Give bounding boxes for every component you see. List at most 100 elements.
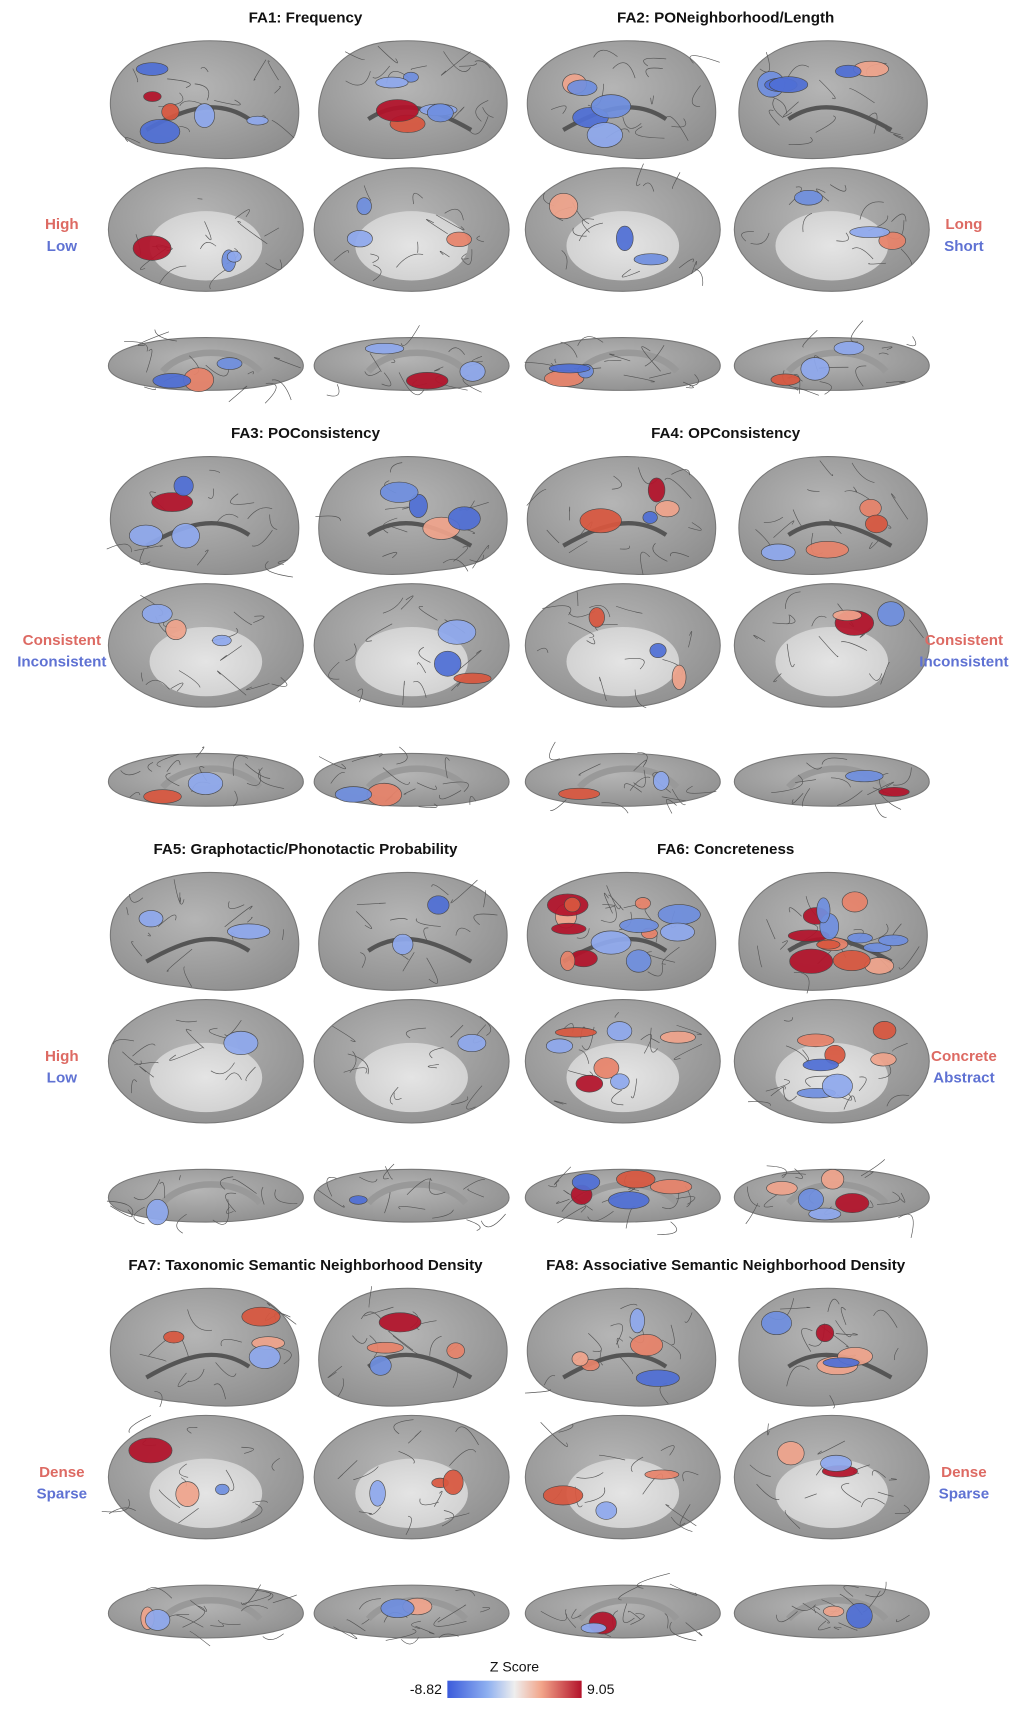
parcel-border: [788, 186, 802, 205]
parcel: [139, 119, 181, 144]
parcel: [877, 601, 905, 627]
parcel-border: [413, 681, 427, 698]
parcel-border: [377, 45, 398, 64]
parcel: [248, 1345, 281, 1369]
label-low: Low: [47, 1070, 78, 1087]
parcel-border: [468, 116, 489, 135]
brain-surface: [313, 1168, 510, 1223]
parcel-border: [472, 545, 490, 569]
parcel-border: [548, 1182, 557, 1188]
parcel-border: [772, 614, 796, 625]
parcel-border: [867, 112, 878, 134]
parcel: [616, 225, 634, 251]
parcel-border: [893, 1347, 899, 1361]
parcel-border: [110, 1205, 133, 1217]
parcel-border: [266, 1302, 297, 1325]
parcel: [571, 1351, 589, 1367]
parcel: [548, 193, 579, 220]
parcel-border: [558, 1423, 574, 1433]
parcel-border: [561, 250, 568, 270]
parcel-border: [416, 782, 437, 790]
parcel-border: [664, 116, 689, 141]
medial-wall: [775, 211, 889, 281]
parcel: [392, 933, 414, 955]
parcel-border: [694, 268, 704, 286]
parcel-border: [228, 385, 248, 403]
parcel: [453, 672, 492, 684]
parcel-border: [199, 242, 217, 250]
parcel-border: [898, 1213, 914, 1238]
parcel-border: [455, 1426, 479, 1446]
parcel-border: [326, 384, 340, 397]
parcel-border: [869, 540, 879, 549]
parcel-border: [461, 253, 469, 260]
label-low: Inconsistent: [919, 654, 1008, 671]
parcel: [835, 64, 862, 78]
parcel: [138, 910, 164, 928]
parcel-border: [772, 98, 784, 119]
brain-view: [733, 320, 930, 396]
parcel-border: [359, 1176, 378, 1183]
parcel-border: [131, 1079, 138, 1094]
parcel-border: [554, 358, 557, 364]
parcel-border: [614, 1012, 620, 1018]
parcel-border: [611, 1089, 624, 1106]
parcel-border: [195, 746, 205, 758]
parcel-border: [873, 1309, 898, 1328]
parcel: [442, 1469, 464, 1495]
parcel-border: [641, 346, 661, 372]
parcel-border: [640, 1034, 652, 1054]
parcel-border: [382, 551, 398, 559]
parcel-border: [269, 514, 278, 530]
parcel: [832, 950, 871, 971]
parcel-border: [327, 1365, 343, 1379]
parcel-border: [166, 948, 193, 972]
parcel: [175, 1481, 200, 1507]
parcel-border: [157, 914, 177, 927]
parcel-border: [869, 673, 883, 681]
parcel-border: [853, 486, 858, 493]
parcel-border: [685, 1622, 703, 1637]
parcel-border: [431, 884, 449, 896]
parcel-border: [623, 374, 655, 383]
parcel-border: [837, 790, 863, 806]
brain-surface: [318, 40, 508, 160]
parcel-border: [609, 353, 631, 362]
parcel-border: [818, 635, 839, 658]
parcel-border: [252, 1500, 268, 1503]
parcel-border: [771, 774, 804, 794]
parcel-border: [246, 683, 270, 691]
parcel-border: [543, 1375, 556, 1386]
parcel-border: [603, 892, 613, 914]
panel-title: FA7: Taxonomic Semantic Neighborhood Den…: [128, 1257, 483, 1274]
parcel: [821, 1169, 845, 1190]
brain-view: [524, 1166, 721, 1235]
parcel-border: [618, 1584, 642, 1601]
parcel-border: [346, 1619, 366, 1632]
parcel-border: [646, 951, 676, 963]
brain-view: [526, 456, 717, 575]
parcel-border: [246, 768, 261, 786]
parcel: [406, 372, 449, 390]
parcel-border: [181, 1339, 189, 1359]
brain-view: [524, 1414, 721, 1540]
parcel-border: [216, 513, 239, 523]
parcel-border: [385, 1628, 417, 1641]
panel-title: FA5: Graphotactic/Phonotactic Probabilit…: [153, 841, 458, 858]
parcel-border: [900, 248, 913, 265]
parcel-border: [765, 1078, 790, 1092]
panel-title: FA3: POConsistency: [231, 425, 381, 442]
parcel-border: [144, 386, 157, 390]
parcel-border: [133, 1206, 145, 1225]
parcel: [554, 1027, 597, 1038]
parcel: [630, 1333, 664, 1357]
parcel-border: [467, 1188, 484, 1198]
parcel: [847, 932, 873, 944]
parcel-border: [393, 1092, 402, 1100]
parcel: [173, 475, 194, 497]
parcel: [872, 1021, 897, 1040]
parcel-border: [282, 929, 284, 941]
parcel-border: [891, 213, 907, 222]
parcel-border: [818, 1620, 831, 1631]
label-high: Consistent: [925, 632, 1003, 649]
